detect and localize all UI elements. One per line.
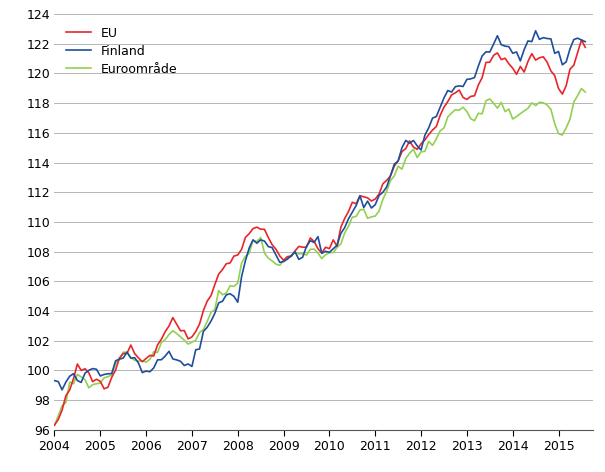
- Finland: [85, 368, 93, 373]
- Finland: [59, 387, 66, 393]
- Finland: [51, 378, 58, 383]
- Euroområde: [146, 356, 154, 362]
- EU: [574, 50, 581, 55]
- Finland: [318, 251, 325, 256]
- EU: [51, 422, 58, 428]
- Finland: [532, 28, 539, 34]
- Line: Euroområde: Euroområde: [54, 89, 585, 425]
- Finland: [74, 378, 81, 383]
- Euroområde: [574, 93, 581, 99]
- EU: [146, 353, 154, 358]
- EU: [578, 37, 585, 43]
- Finland: [150, 365, 157, 371]
- EU: [104, 384, 111, 390]
- Euroområde: [578, 86, 585, 92]
- Euroområde: [104, 374, 111, 379]
- EU: [315, 246, 322, 252]
- Line: EU: EU: [54, 40, 585, 425]
- Line: Finland: Finland: [54, 31, 585, 390]
- Euroområde: [51, 422, 58, 428]
- Euroområde: [581, 89, 589, 95]
- Finland: [276, 260, 283, 265]
- Finland: [581, 39, 589, 44]
- Euroområde: [70, 381, 77, 387]
- EU: [70, 376, 77, 381]
- EU: [81, 366, 88, 371]
- Finland: [108, 371, 116, 376]
- EU: [581, 44, 589, 50]
- Legend: EU, Finland, Euroområde: EU, Finland, Euroområde: [66, 26, 178, 76]
- Euroområde: [81, 377, 88, 382]
- Euroområde: [315, 250, 322, 256]
